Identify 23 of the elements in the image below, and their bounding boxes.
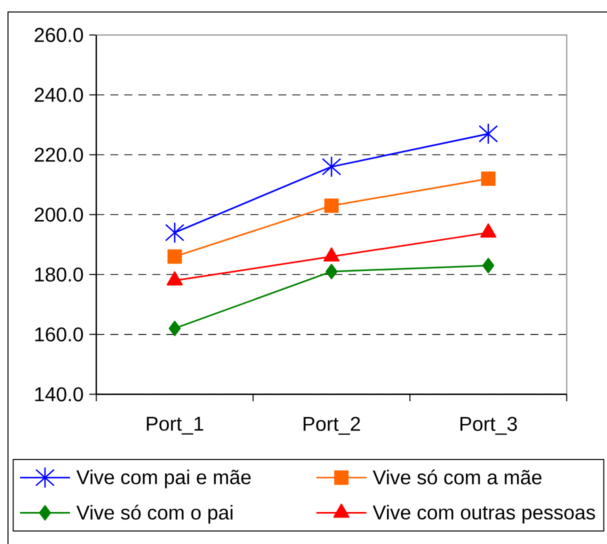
point — [324, 198, 339, 213]
point — [322, 156, 342, 178]
legend-label: Vive só com a mãe — [372, 470, 542, 484]
point — [481, 172, 496, 186]
x-tick-label: Port_1 — [146, 416, 204, 435]
x-tick-label: Port_3 — [460, 416, 517, 435]
point — [478, 123, 498, 145]
legend-label: Vive só com o pai — [76, 504, 232, 524]
point — [326, 264, 338, 280]
y-tick-label: 180.0 — [35, 267, 83, 282]
y-tick-label: 160.0 — [35, 327, 83, 342]
y-tick-label: 140.0 — [35, 387, 83, 402]
y-tick-label: 240.0 — [34, 88, 83, 102]
y-tick-label: 220.0 — [34, 148, 83, 162]
point — [168, 320, 181, 336]
point — [168, 249, 182, 264]
point — [482, 258, 494, 274]
y-tick-label: 200.0 — [34, 208, 83, 222]
legend-label: Vive com pai e mãe — [76, 470, 251, 488]
y-tick-label: 260.0 — [34, 28, 83, 42]
legend-label: Vive com outras pessoas — [372, 504, 595, 524]
x-tick-label: Port_2 — [304, 416, 360, 435]
point — [165, 222, 184, 244]
